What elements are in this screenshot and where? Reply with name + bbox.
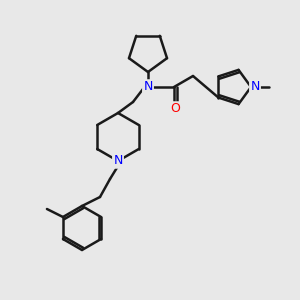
Text: N: N xyxy=(113,154,123,167)
Text: N: N xyxy=(143,80,153,94)
Text: N: N xyxy=(250,80,260,94)
Text: O: O xyxy=(170,103,180,116)
